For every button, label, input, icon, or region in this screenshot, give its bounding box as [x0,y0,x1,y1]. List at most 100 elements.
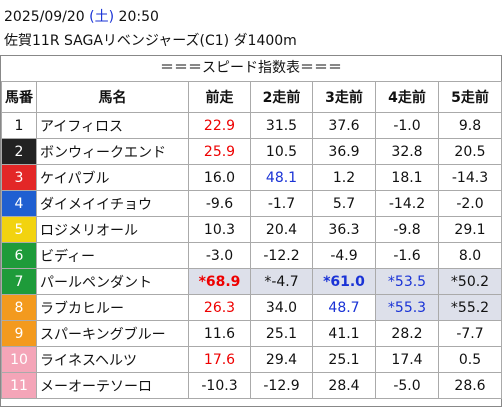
horse-number: 6 [1,242,37,269]
horse-number: 11 [1,372,37,399]
speed-index: -3.0 [188,242,251,269]
speed-index: -7.7 [438,320,502,347]
horse-number: 4 [1,190,37,217]
horse-row: 7 パールペンダント *68.9 *-4.7 *61.0 *53.5 *50.2 [1,268,502,295]
speed-index: 18.1 [375,164,439,191]
race-name: 佐賀11R SAGAリベンジャーズ(C1) ダ1400m [4,33,297,49]
speed-index: 37.6 [312,112,376,139]
column-header: 馬番 [1,81,37,113]
horse-row: 3 ケイパブル 16.0 48.1 1.2 18.1 -14.3 [1,164,502,191]
speed-index: 29.1 [438,216,502,243]
horse-number: 2 [1,138,37,165]
horse-name: ラブカヒルー [36,294,189,321]
speed-index: 25.9 [188,138,251,165]
speed-index: -1.6 [375,242,439,269]
weekday: (土) [89,9,115,25]
column-header: 2走前 [250,81,313,113]
speed-index: 20.4 [250,216,313,243]
horse-number: 10 [1,346,37,373]
speed-index: 36.9 [312,138,376,165]
horse-number: 7 [1,268,37,295]
table-title: ＝＝＝スピード指数表＝＝＝ [160,60,342,76]
horse-number: 8 [1,294,37,321]
column-header: 4走前 [375,81,439,113]
speed-table: 馬番 馬名 前走 2走前 3走前 4走前 5走前 1 アイフィロス 22.9 31.5 37.6 -1… [1,81,502,399]
speed-index: -9.6 [188,190,251,217]
horse-row: 1 アイフィロス 22.9 31.5 37.6 -1.0 9.8 [1,112,502,139]
speed-index: *-4.7 [250,268,313,295]
horse-row: 6 ビディー -3.0 -12.2 -4.9 -1.6 8.0 [1,242,502,269]
speed-index: 32.8 [375,138,439,165]
horse-row: 4 ダイメイイチョウ -9.6 -1.7 5.7 -14.2 -2.0 [1,190,502,217]
speed-index: 10.5 [250,138,313,165]
speed-index: 34.0 [250,294,313,321]
column-header: 馬名 [36,81,189,113]
horse-number: 5 [1,216,37,243]
horse-name: ライネスヘルツ [36,346,189,373]
speed-index: 5.7 [312,190,376,217]
speed-index: 17.4 [375,346,439,373]
speed-index: -12.9 [250,372,313,399]
speed-index: 26.3 [188,294,251,321]
speed-index: *50.2 [438,268,502,295]
horse-name: メーオーテソーロ [36,372,189,399]
column-header: 5走前 [438,81,502,113]
speed-index: 1.2 [312,164,376,191]
speed-index: -10.3 [188,372,251,399]
horse-name: ケイパブル [36,164,189,191]
speed-index: 0.5 [438,346,502,373]
speed-index: 8.0 [438,242,502,269]
horse-number: 1 [1,112,37,139]
speed-index: *55.2 [438,294,502,321]
speed-index: 28.2 [375,320,439,347]
speed-index: -14.3 [438,164,502,191]
horse-row: 5 ロジメリオール 10.3 20.4 36.3 -9.8 29.1 [1,216,502,243]
horse-row: 2 ボンウィークエンド 25.9 10.5 36.9 32.8 20.5 [1,138,502,165]
speed-index: 25.1 [250,320,313,347]
horse-name: パールペンダント [36,268,189,295]
speed-index: -14.2 [375,190,439,217]
speed-index: 36.3 [312,216,376,243]
speed-index: 10.3 [188,216,251,243]
speed-index: -12.2 [250,242,313,269]
speed-index: 17.6 [188,346,251,373]
horse-row: 8 ラブカヒルー 26.3 34.0 48.7 *55.3 *55.2 [1,294,502,321]
speed-index: 16.0 [188,164,251,191]
speed-index: *53.5 [375,268,439,295]
horse-name: ロジメリオール [36,216,189,243]
speed-index: *55.3 [375,294,439,321]
speed-index: 25.1 [312,346,376,373]
speed-index: 11.6 [188,320,251,347]
speed-index: -2.0 [438,190,502,217]
horse-name: アイフィロス [36,112,189,139]
speed-index: 31.5 [250,112,313,139]
speed-index: -4.9 [312,242,376,269]
speed-index: -9.8 [375,216,439,243]
horse-row: 10 ライネスヘルツ 17.6 29.4 25.1 17.4 0.5 [1,346,502,373]
horse-name: ダイメイイチョウ [36,190,189,217]
speed-table-box: ＝＝＝スピード指数表＝＝＝ 馬番 馬名 前走 2走前 3走前 4走前 5走前 1 アイフィロス… [0,55,502,407]
column-header: 前走 [188,81,251,113]
horse-name: ボンウィークエンド [36,138,189,165]
horse-name: ビディー [36,242,189,269]
horse-number: 3 [1,164,37,191]
speed-index: *61.0 [312,268,376,295]
speed-index: 28.4 [312,372,376,399]
horse-row: 9 スパーキングブルー 11.6 25.1 41.1 28.2 -7.7 [1,320,502,347]
speed-index: 48.1 [250,164,313,191]
speed-index: 22.9 [188,112,251,139]
speed-index: -1.0 [375,112,439,139]
time: 20:50 [118,9,159,25]
speed-index: -5.0 [375,372,439,399]
horse-number: 9 [1,320,37,347]
speed-index: 28.6 [438,372,502,399]
speed-index: *68.9 [188,268,251,295]
horse-row: 11 メーオーテソーロ -10.3 -12.9 28.4 -5.0 28.6 [1,372,502,399]
speed-index: 48.7 [312,294,376,321]
horse-name: スパーキングブルー [36,320,189,347]
column-header: 3走前 [312,81,376,113]
speed-index: 20.5 [438,138,502,165]
date: 2025/09/20 [4,9,85,25]
speed-index: -1.7 [250,190,313,217]
